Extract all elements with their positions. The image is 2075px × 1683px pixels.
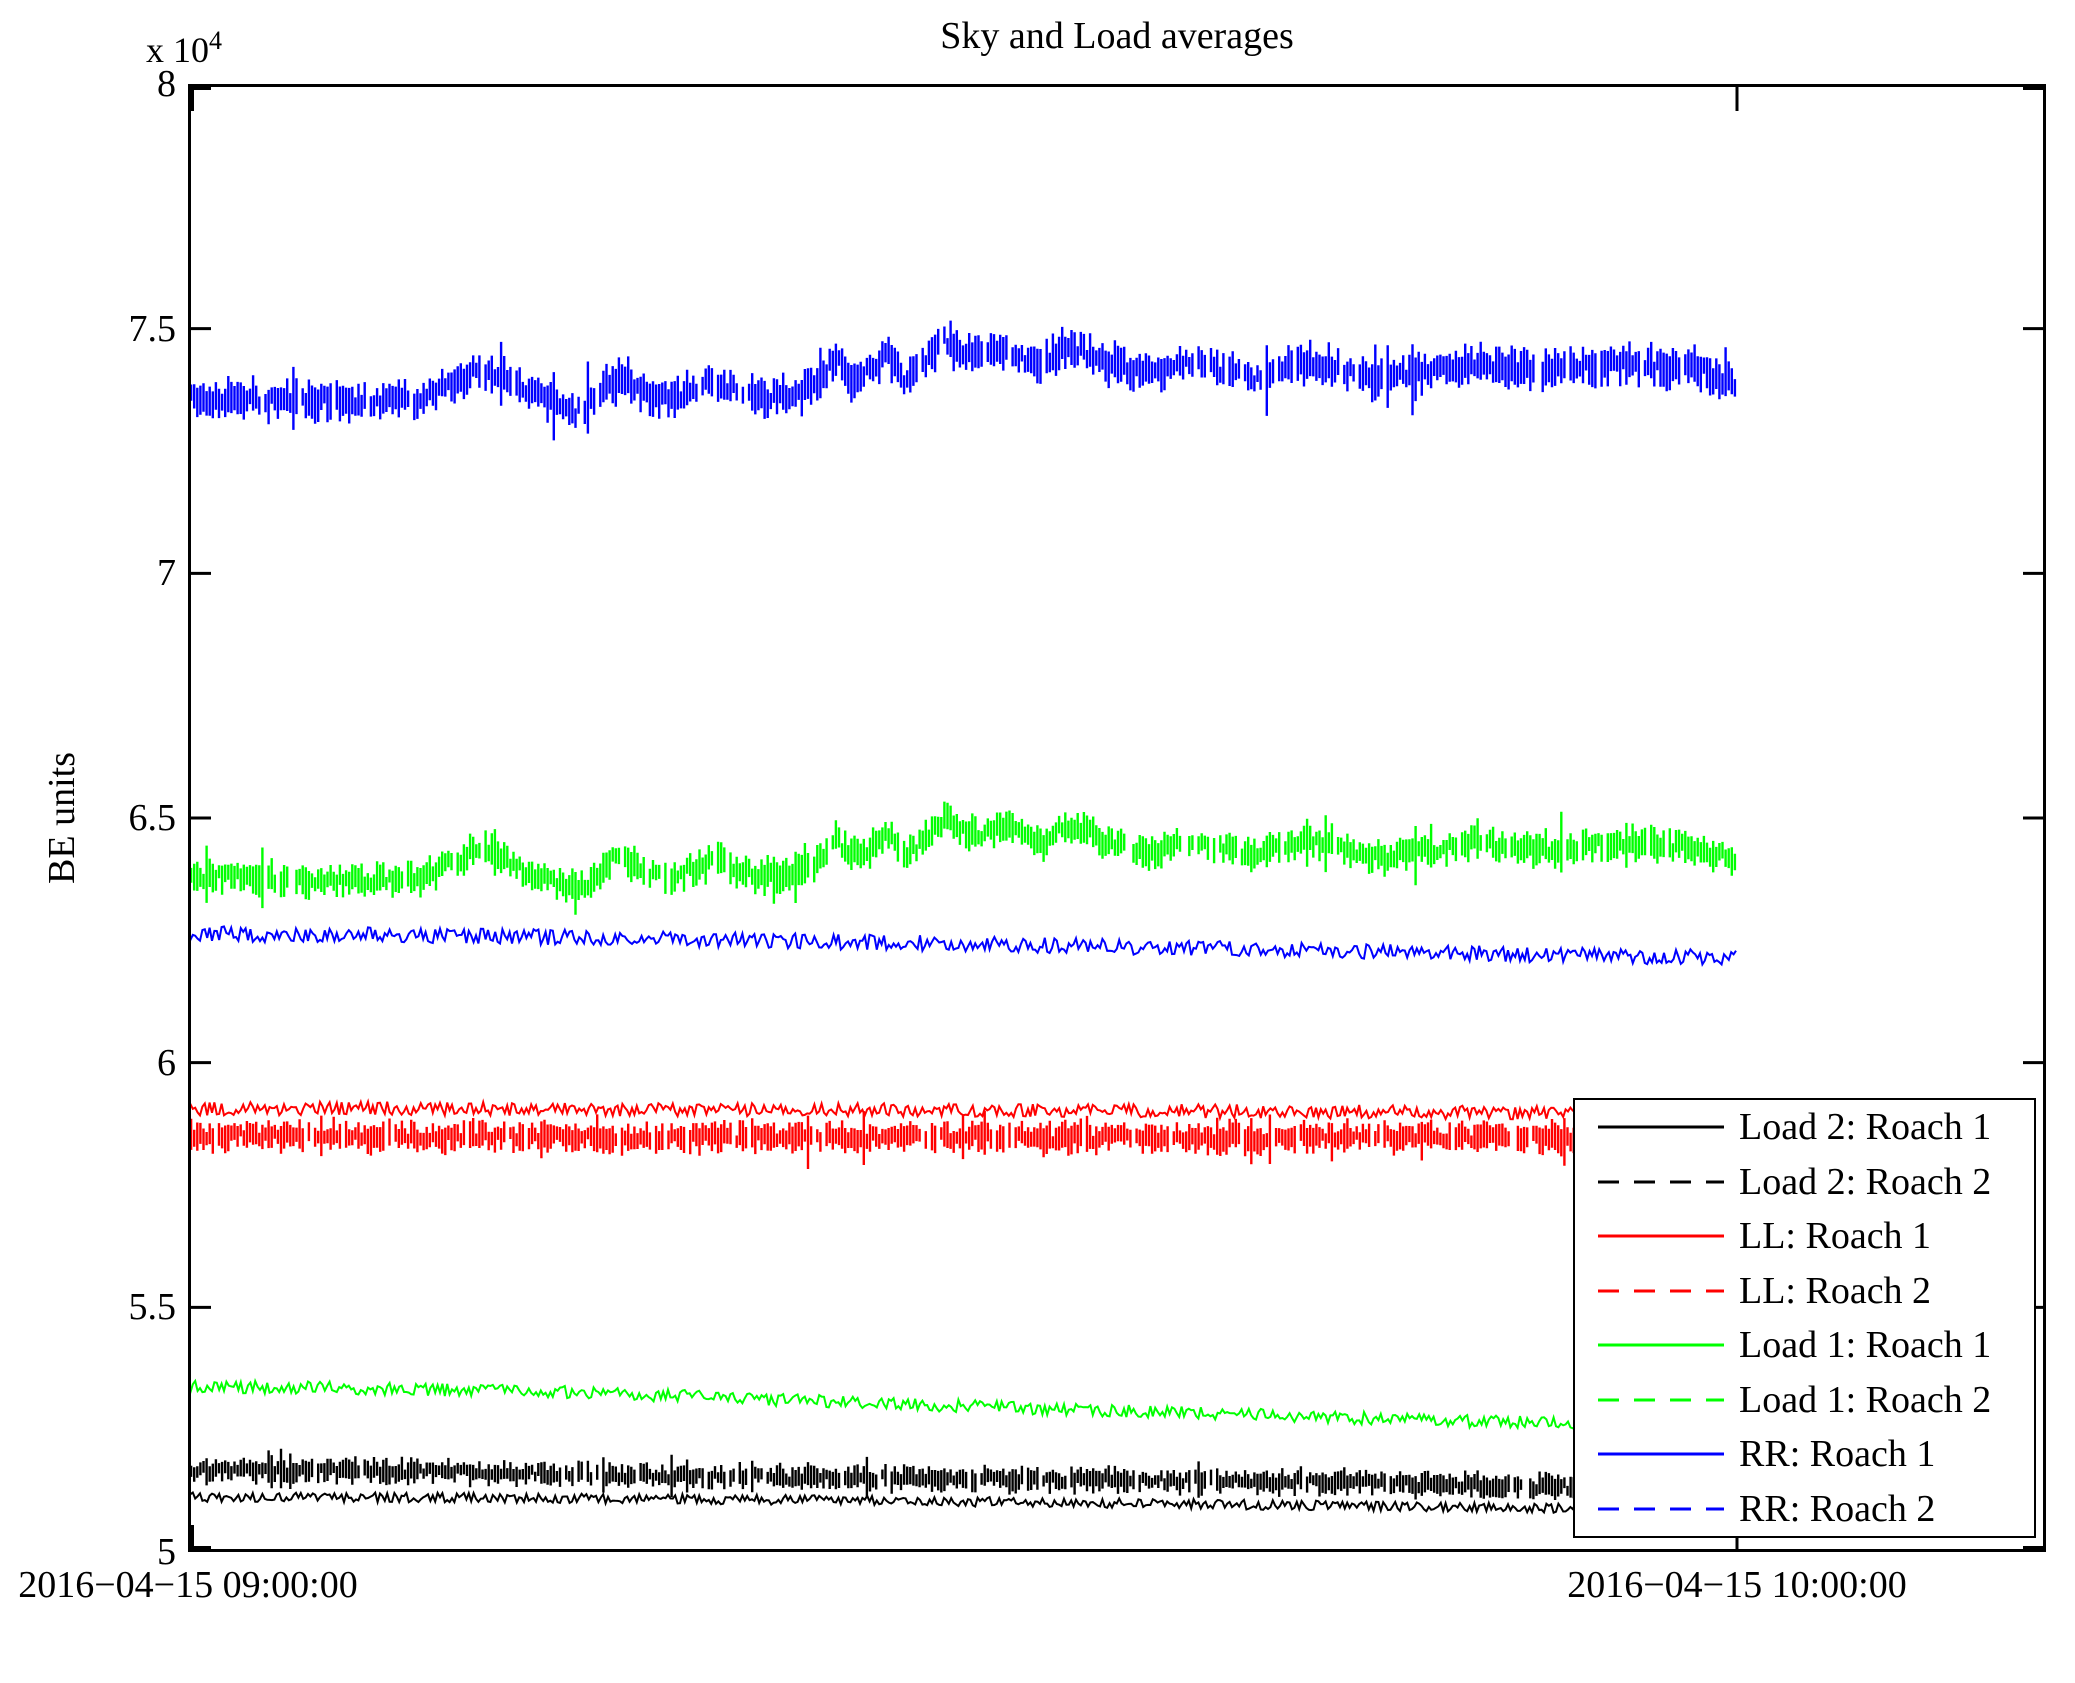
series-load-2-roach-1 <box>187 1489 1737 1517</box>
series-ll-roach-2 <box>186 1110 1737 1169</box>
y-tick-label: 7 <box>157 552 176 595</box>
legend-label: LL: Roach 1 <box>1739 1215 1932 1258</box>
legend-line-sample <box>1598 1234 1724 1238</box>
legend-label: RR: Roach 2 <box>1739 1487 1936 1530</box>
legend-line-sample <box>1598 1125 1724 1129</box>
legend-label: Load 2: Roach 1 <box>1739 1106 1992 1149</box>
y-tick-label: 5.5 <box>128 1286 177 1329</box>
y-tick-label: 7.5 <box>128 307 177 350</box>
y-axis-scale-exponent: 4 <box>209 26 222 55</box>
series-load-1-roach-1 <box>187 1377 1737 1433</box>
legend-label: Load 1: Roach 2 <box>1739 1378 1992 1421</box>
plot-border <box>188 84 2046 1552</box>
plot-canvas <box>186 84 2046 1552</box>
legend-label: RR: Roach 1 <box>1739 1433 1936 1476</box>
legend-entry: RR: Roach 2 <box>1575 1482 2034 1537</box>
chart-title: Sky and Load averages <box>940 15 1294 57</box>
x-tick-label: 2016−04−15 10:00:00 <box>1567 1564 1907 1606</box>
series-ll-roach-1 <box>187 1098 1737 1122</box>
legend-entry: Load 1: Roach 1 <box>1575 1318 2034 1373</box>
legend-entry: RR: Roach 1 <box>1575 1427 2034 1482</box>
series-rr-roach-1 <box>187 924 1737 968</box>
x-tick-label: 2016−04−15 09:00:00 <box>18 1564 358 1606</box>
y-tick-label: 5 <box>157 1531 176 1573</box>
legend-entry: LL: Roach 1 <box>1575 1209 2034 1264</box>
legend-label: Load 1: Roach 1 <box>1739 1324 1992 1367</box>
y-axis-scale-base: x 10 <box>146 30 209 70</box>
series-load-1-roach-2 <box>186 801 1737 915</box>
legend-line-sample <box>1598 1398 1724 1402</box>
legend-entry: Load 2: Roach 2 <box>1575 1155 2034 1210</box>
legend-line-sample <box>1598 1507 1724 1511</box>
y-tick-label: 8 <box>157 63 176 105</box>
legend-entry: LL: Roach 2 <box>1575 1264 2034 1319</box>
legend-label: Load 2: Roach 2 <box>1739 1160 1992 1203</box>
plot-area <box>186 84 2046 1552</box>
series-rr-roach-2 <box>186 320 1737 441</box>
legend-line-sample <box>1598 1343 1724 1347</box>
legend-line-sample <box>1598 1289 1724 1293</box>
y-tick-label: 6 <box>157 1041 176 1084</box>
legend: Load 2: Roach 1 Load 2: Roach 2 LL: Roach … <box>1573 1098 2036 1538</box>
legend-line-sample <box>1598 1180 1724 1184</box>
y-tick-label: 6.5 <box>128 797 177 839</box>
legend-entry: Load 2: Roach 1 <box>1575 1100 2034 1155</box>
y-axis-scale-label: x 104 <box>146 26 222 71</box>
legend-label: LL: Roach 2 <box>1739 1269 1932 1312</box>
legend-entry: Load 1: Roach 2 <box>1575 1373 2034 1428</box>
legend-line-sample <box>1598 1452 1724 1456</box>
